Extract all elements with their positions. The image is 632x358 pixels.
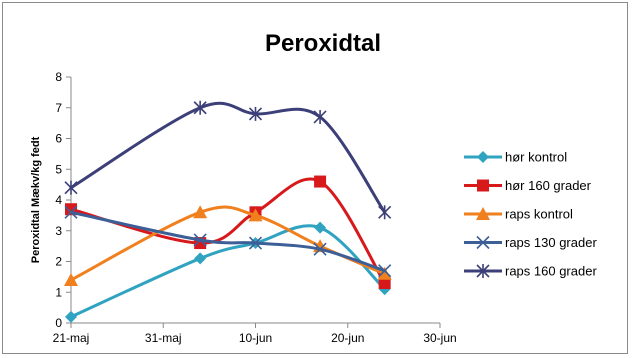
legend-entry: hør 160 grader <box>464 178 592 193</box>
y-tick-label: 6 <box>55 132 62 146</box>
line-chart: Peroxidtal 0 1 2 3 4 5 6 7 8 21-maj 31-maj 10-jun 20… <box>3 3 629 355</box>
y-tick-label: 3 <box>55 224 62 238</box>
chart-frame: Peroxidtal 0 1 2 3 4 5 6 7 8 21-maj 31-maj 10-jun 20… <box>2 2 628 354</box>
legend-marker <box>477 180 489 192</box>
legend-label: hør 160 grader <box>505 178 592 193</box>
legend-entry: raps 160 grader <box>464 264 597 279</box>
y-axis-label: Peroxidtal Mækv/kg fedt <box>30 136 42 263</box>
legend-label: raps kontrol <box>505 207 573 222</box>
legend-label: raps 130 grader <box>505 235 597 250</box>
legend-label: raps 160 grader <box>505 264 597 279</box>
series-2 <box>65 176 391 289</box>
legend: hør kontrol hør 160 grader raps kontrol rap… <box>464 150 597 279</box>
data-point <box>64 273 78 286</box>
x-tick-label: 30-jun <box>423 331 456 345</box>
data-point <box>65 311 77 323</box>
data-point <box>314 110 326 124</box>
legend-marker <box>477 151 489 163</box>
data-point <box>314 176 326 188</box>
y-tick-label: 1 <box>55 285 62 299</box>
series-line <box>71 179 385 283</box>
legend-entry: hør kontrol <box>464 150 567 165</box>
series-line <box>71 226 385 317</box>
plot-area <box>64 101 392 323</box>
data-point <box>379 205 391 219</box>
y-tick-label: 2 <box>55 255 62 269</box>
x-tick-label: 21-maj <box>53 331 90 345</box>
series-3 <box>64 205 392 286</box>
y-tick-label: 7 <box>55 101 62 115</box>
chart-title: Peroxidtal <box>265 30 381 57</box>
x-tick-label: 20-jun <box>331 331 364 345</box>
x-tick-label: 10-jun <box>239 331 272 345</box>
data-point <box>314 222 326 234</box>
series-1 <box>65 222 391 323</box>
y-tick-label: 4 <box>55 193 62 207</box>
x-tick-label: 31-maj <box>145 331 182 345</box>
series-line <box>71 212 385 270</box>
y-tick-label: 5 <box>55 162 62 176</box>
legend-entry: raps 130 grader <box>464 235 597 250</box>
series-line <box>71 103 385 212</box>
legend-label: hør kontrol <box>505 150 567 165</box>
legend-entry: raps kontrol <box>464 207 573 222</box>
y-tick-label: 0 <box>55 316 62 330</box>
y-tick-label: 8 <box>55 70 62 84</box>
series-5 <box>65 101 391 220</box>
data-point <box>65 181 77 195</box>
data-point <box>194 252 206 264</box>
